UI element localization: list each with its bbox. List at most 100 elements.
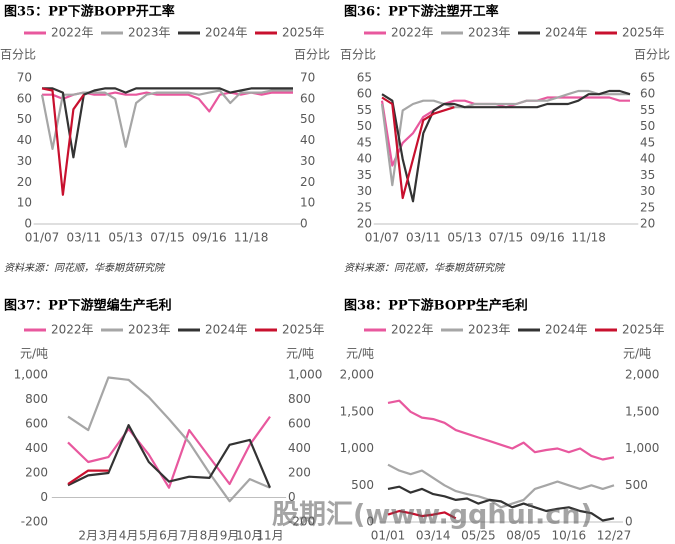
x-tick-label: 10/16 [552,529,587,543]
legend-label: 2025年 [622,323,665,337]
source-note: 资料来源：同花顺，华泰期货研究院 [4,262,166,274]
y2-tick-label: 500 [625,478,648,492]
x-tick-label: 03/11 [67,231,102,245]
series-line [387,485,615,522]
y2-tick-label: 800 [288,392,311,406]
y-tick-label: 0 [40,490,48,504]
y2-tick-label: 10 [300,196,315,210]
y2-tick-label: -200 [288,515,315,529]
y2-tick-label: 65 [640,71,655,85]
y-tick-label: 70 [17,71,32,85]
y2-tick-label: 20 [300,175,315,189]
y2-axis-label: 元/吨 [286,347,314,361]
chart-title: 图38：PP下游BOPP生产毛利 [344,298,528,314]
y-tick-label: 0 [24,217,32,231]
source-note: 资料来源：同花顺，华泰期货研究院 [344,262,506,274]
y2-tick-label: 50 [640,119,655,133]
y-tick-label: 50 [17,112,32,126]
y2-tick-label: 55 [640,103,655,117]
legend-label: 2023年 [128,26,171,40]
x-tick-label: 03/14 [416,529,451,543]
chart-title: 图35：PP下游BOPP开工率 [4,4,175,20]
x-tick-label: 9月 [220,529,240,543]
y-tick-label: 500 [351,478,374,492]
y-tick-label: 65 [357,71,372,85]
x-tick-label: 01/07 [365,231,400,245]
chart-title: 图36：PP下游注塑开工率 [344,4,499,20]
x-tick-label: 4月 [119,529,139,543]
y2-tick-label: 600 [288,417,311,431]
legend-label: 2022年 [51,26,94,40]
y-tick-label: 1,500 [340,404,374,418]
y2-tick-label: 50 [300,112,315,126]
y2-tick-label: 70 [300,71,315,85]
legend-label: 2024年 [205,26,248,40]
legend-label: 2025年 [282,26,325,40]
legend-label: 2025年 [282,323,325,337]
series-line [387,463,615,509]
x-tick-label: 5月 [139,529,159,543]
y-tick-label: 40 [357,152,372,166]
y2-tick-label: 400 [288,441,311,455]
y-tick-label: 20 [357,217,372,231]
x-tick-label: 01/07 [25,231,60,245]
y2-tick-label: 60 [300,91,315,105]
x-tick-label: 8月 [200,529,220,543]
x-tick-label: 01/01 [371,529,406,543]
y-tick-label: 800 [25,392,48,406]
x-tick-label: 3月 [99,529,119,543]
x-tick-label: 07/15 [489,231,524,245]
series-line [381,96,455,200]
series-line [41,87,85,196]
y2-tick-label: 30 [300,154,315,168]
series-line [387,399,615,461]
y2-tick-label: 30 [640,184,655,198]
legend-label: 2023年 [468,323,511,337]
x-tick-label: 11/18 [571,231,606,245]
x-tick-label: 11/18 [234,231,269,245]
y2-tick-label: 0 [288,490,296,504]
y2-tick-label: 1,500 [625,404,659,418]
y-tick-label: 0 [366,515,374,529]
y2-tick-label: 1,000 [288,368,322,382]
legend-label: 2023年 [468,26,511,40]
y2-tick-label: 40 [640,152,655,166]
y2-tick-label: 0 [625,515,633,529]
x-tick-label: 05/13 [447,231,482,245]
y2-tick-label: 25 [640,200,655,214]
series-line [381,89,631,203]
x-tick-label: 07/15 [150,231,185,245]
y2-axis-label: 元/吨 [623,347,651,361]
y-tick-label: 60 [357,87,372,101]
y-tick-label: 30 [17,154,32,168]
y-tick-label: 45 [357,135,372,149]
y-tick-label: 400 [25,441,48,455]
series-line [40,89,293,150]
legend-label: 2022年 [51,323,94,337]
series-line [380,89,630,187]
x-tick-label: 05/25 [461,529,496,543]
y-tick-label: 10 [17,196,32,210]
x-tick-label: 11月 [256,529,283,543]
y-tick-label: 25 [357,200,372,214]
watermark: 股期汇(www.gqhui.cn) [272,500,593,531]
x-tick-label: 6月 [159,529,179,543]
y-tick-label: 55 [357,103,372,117]
legend-label: 2025年 [622,26,665,40]
x-tick-label: 2月 [78,529,98,543]
y-tick-label: 50 [357,119,372,133]
y2-tick-label: 60 [640,87,655,101]
x-tick-label: 10月 [236,529,263,543]
x-tick-label: 08/05 [506,529,541,543]
y2-tick-label: 0 [300,217,308,231]
y2-tick-label: 2,000 [625,368,659,382]
legend-label: 2023年 [128,323,171,337]
legend-label: 2022年 [391,26,434,40]
y2-tick-label: 45 [640,135,655,149]
y-tick-label: 20 [17,175,32,189]
y2-axis-label: 百分比 [634,48,670,62]
y-axis-label: 百分比 [0,48,36,62]
series-line [67,376,271,503]
x-tick-label: 09/16 [530,231,565,245]
